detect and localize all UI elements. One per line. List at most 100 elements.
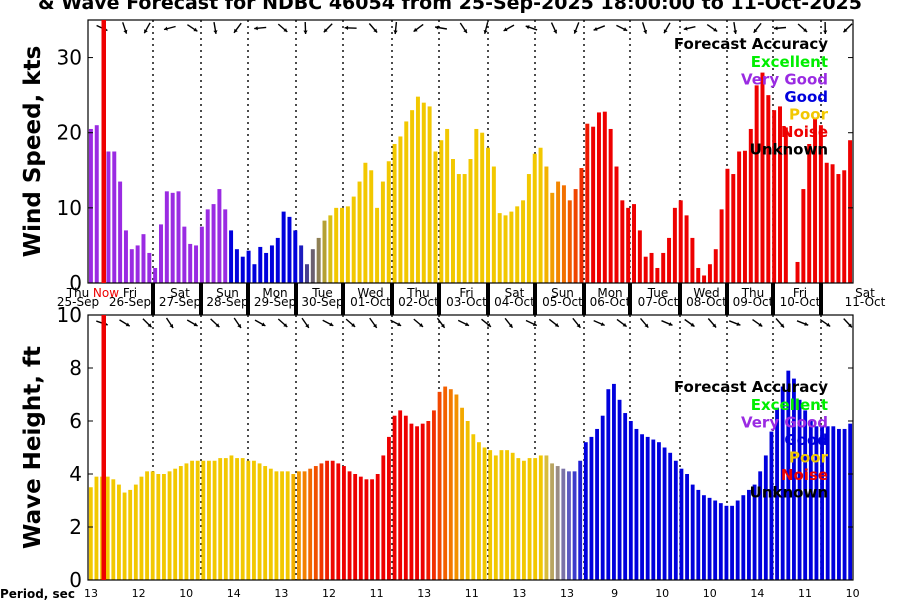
wind-bar — [521, 200, 526, 283]
wave-bar — [156, 474, 161, 580]
wind-bar — [748, 128, 753, 283]
day-label: Fri — [793, 286, 807, 300]
wave-bar — [769, 431, 774, 580]
wind-bar — [153, 267, 158, 283]
wind-bar — [667, 237, 672, 283]
day-label: Sat — [855, 286, 875, 300]
wave-bar — [432, 410, 436, 580]
wave-arrow-head — [736, 322, 741, 326]
now-line-bottom — [101, 315, 106, 580]
period-value: 13 — [512, 587, 526, 600]
wind-bar — [147, 252, 152, 283]
wave-bar — [600, 415, 605, 580]
wave-bar — [347, 471, 352, 580]
wave-frame — [87, 314, 854, 581]
date-label: 05-Oct — [542, 295, 583, 309]
wind-bar — [556, 181, 561, 283]
wind-bar — [731, 174, 736, 283]
wave-bar — [758, 471, 763, 580]
wind-bar — [813, 117, 818, 283]
date-label: 26-Sep — [109, 295, 151, 309]
wave-bar — [364, 479, 369, 580]
wave-arrow-head — [600, 322, 605, 326]
wind-bar — [363, 162, 368, 283]
wave-bar — [713, 500, 718, 580]
wind-bar — [106, 151, 111, 283]
wind-bar — [439, 140, 444, 283]
wave-bar — [465, 421, 470, 580]
wind-bar — [702, 275, 707, 283]
wind-bar — [632, 204, 636, 283]
wind-bar — [503, 215, 508, 283]
period-value: 11 — [370, 587, 384, 600]
wind-arrow-head — [373, 28, 378, 33]
wave-bar — [263, 466, 268, 580]
wave-bar — [291, 474, 296, 580]
wave-arrow-head — [644, 323, 649, 328]
wind-bar — [264, 252, 269, 283]
wind-bar — [707, 264, 712, 283]
wind-bar — [310, 249, 315, 283]
wave-arrow-head — [804, 322, 809, 326]
wind-bar — [351, 196, 356, 283]
wave-bar — [358, 476, 363, 580]
legend-item: Very Good — [741, 71, 828, 89]
day-label: Tue — [311, 286, 333, 300]
wind-bar — [591, 126, 596, 283]
period-value: 11 — [798, 587, 812, 600]
wave-bar — [657, 442, 661, 580]
wave-bar — [88, 487, 93, 580]
wave-bar — [522, 460, 526, 580]
wind-bar — [182, 226, 187, 283]
wave-bar — [696, 489, 701, 580]
wind-ytick-label: 10 — [57, 196, 82, 220]
date-label: 02-Oct — [398, 295, 439, 309]
wind-bar — [252, 264, 257, 283]
wind-bar — [334, 207, 339, 283]
wave-bar — [567, 471, 571, 580]
wind-bar — [421, 102, 426, 283]
wave-ytick-label: 0 — [69, 568, 82, 592]
wind-ytick-label: 0 — [69, 271, 82, 295]
day-separator-tick — [390, 283, 394, 315]
wave-bar — [724, 505, 729, 580]
day-label: Mon — [597, 286, 622, 300]
wind-bar — [275, 237, 280, 283]
wave-ytick-label: 10 — [57, 303, 82, 327]
wave-arrow-head — [373, 323, 377, 328]
wave-arrow-head — [147, 323, 152, 328]
wind-bar — [468, 159, 473, 283]
wave-bar — [707, 497, 712, 580]
wave-bar — [223, 458, 228, 580]
wave-bar — [820, 426, 824, 580]
wind-bar — [357, 181, 362, 283]
wave-bar — [308, 468, 313, 580]
wind-bar — [713, 249, 718, 283]
period-value: 13 — [274, 587, 288, 600]
wind-panel: 0 10 20 30 Wind Speed, kts Forecast AccuracyE… — [20, 19, 854, 295]
wind-bar — [386, 161, 391, 283]
wind-arrow-head — [254, 26, 258, 31]
wind-bar — [345, 206, 350, 283]
date-axis: Thu25-SepFri26-SepSat27-SepSun28-SepMon2… — [57, 283, 886, 600]
wave-bar — [837, 428, 841, 580]
wave-arrow-head — [261, 322, 266, 327]
wind-bar — [719, 209, 724, 283]
wave-bar — [718, 503, 723, 580]
wave-ytick-label: 8 — [69, 356, 82, 380]
wind-bar — [194, 245, 199, 283]
wind-bar — [778, 106, 782, 283]
legend-item: Poor — [789, 449, 829, 467]
wind-frame — [87, 19, 854, 284]
wave-arrow-head — [125, 322, 130, 327]
wave-axis-label: Wave Height, ft — [20, 346, 46, 549]
wind-bar — [456, 174, 461, 283]
wind-bar — [234, 249, 239, 283]
date-label: 06-Oct — [590, 295, 631, 309]
wave-bar — [330, 460, 335, 580]
wind-arrow-head — [823, 30, 828, 34]
wind-arrow-head — [623, 27, 628, 31]
wind-bar — [223, 209, 228, 283]
wave-bar — [218, 458, 223, 580]
